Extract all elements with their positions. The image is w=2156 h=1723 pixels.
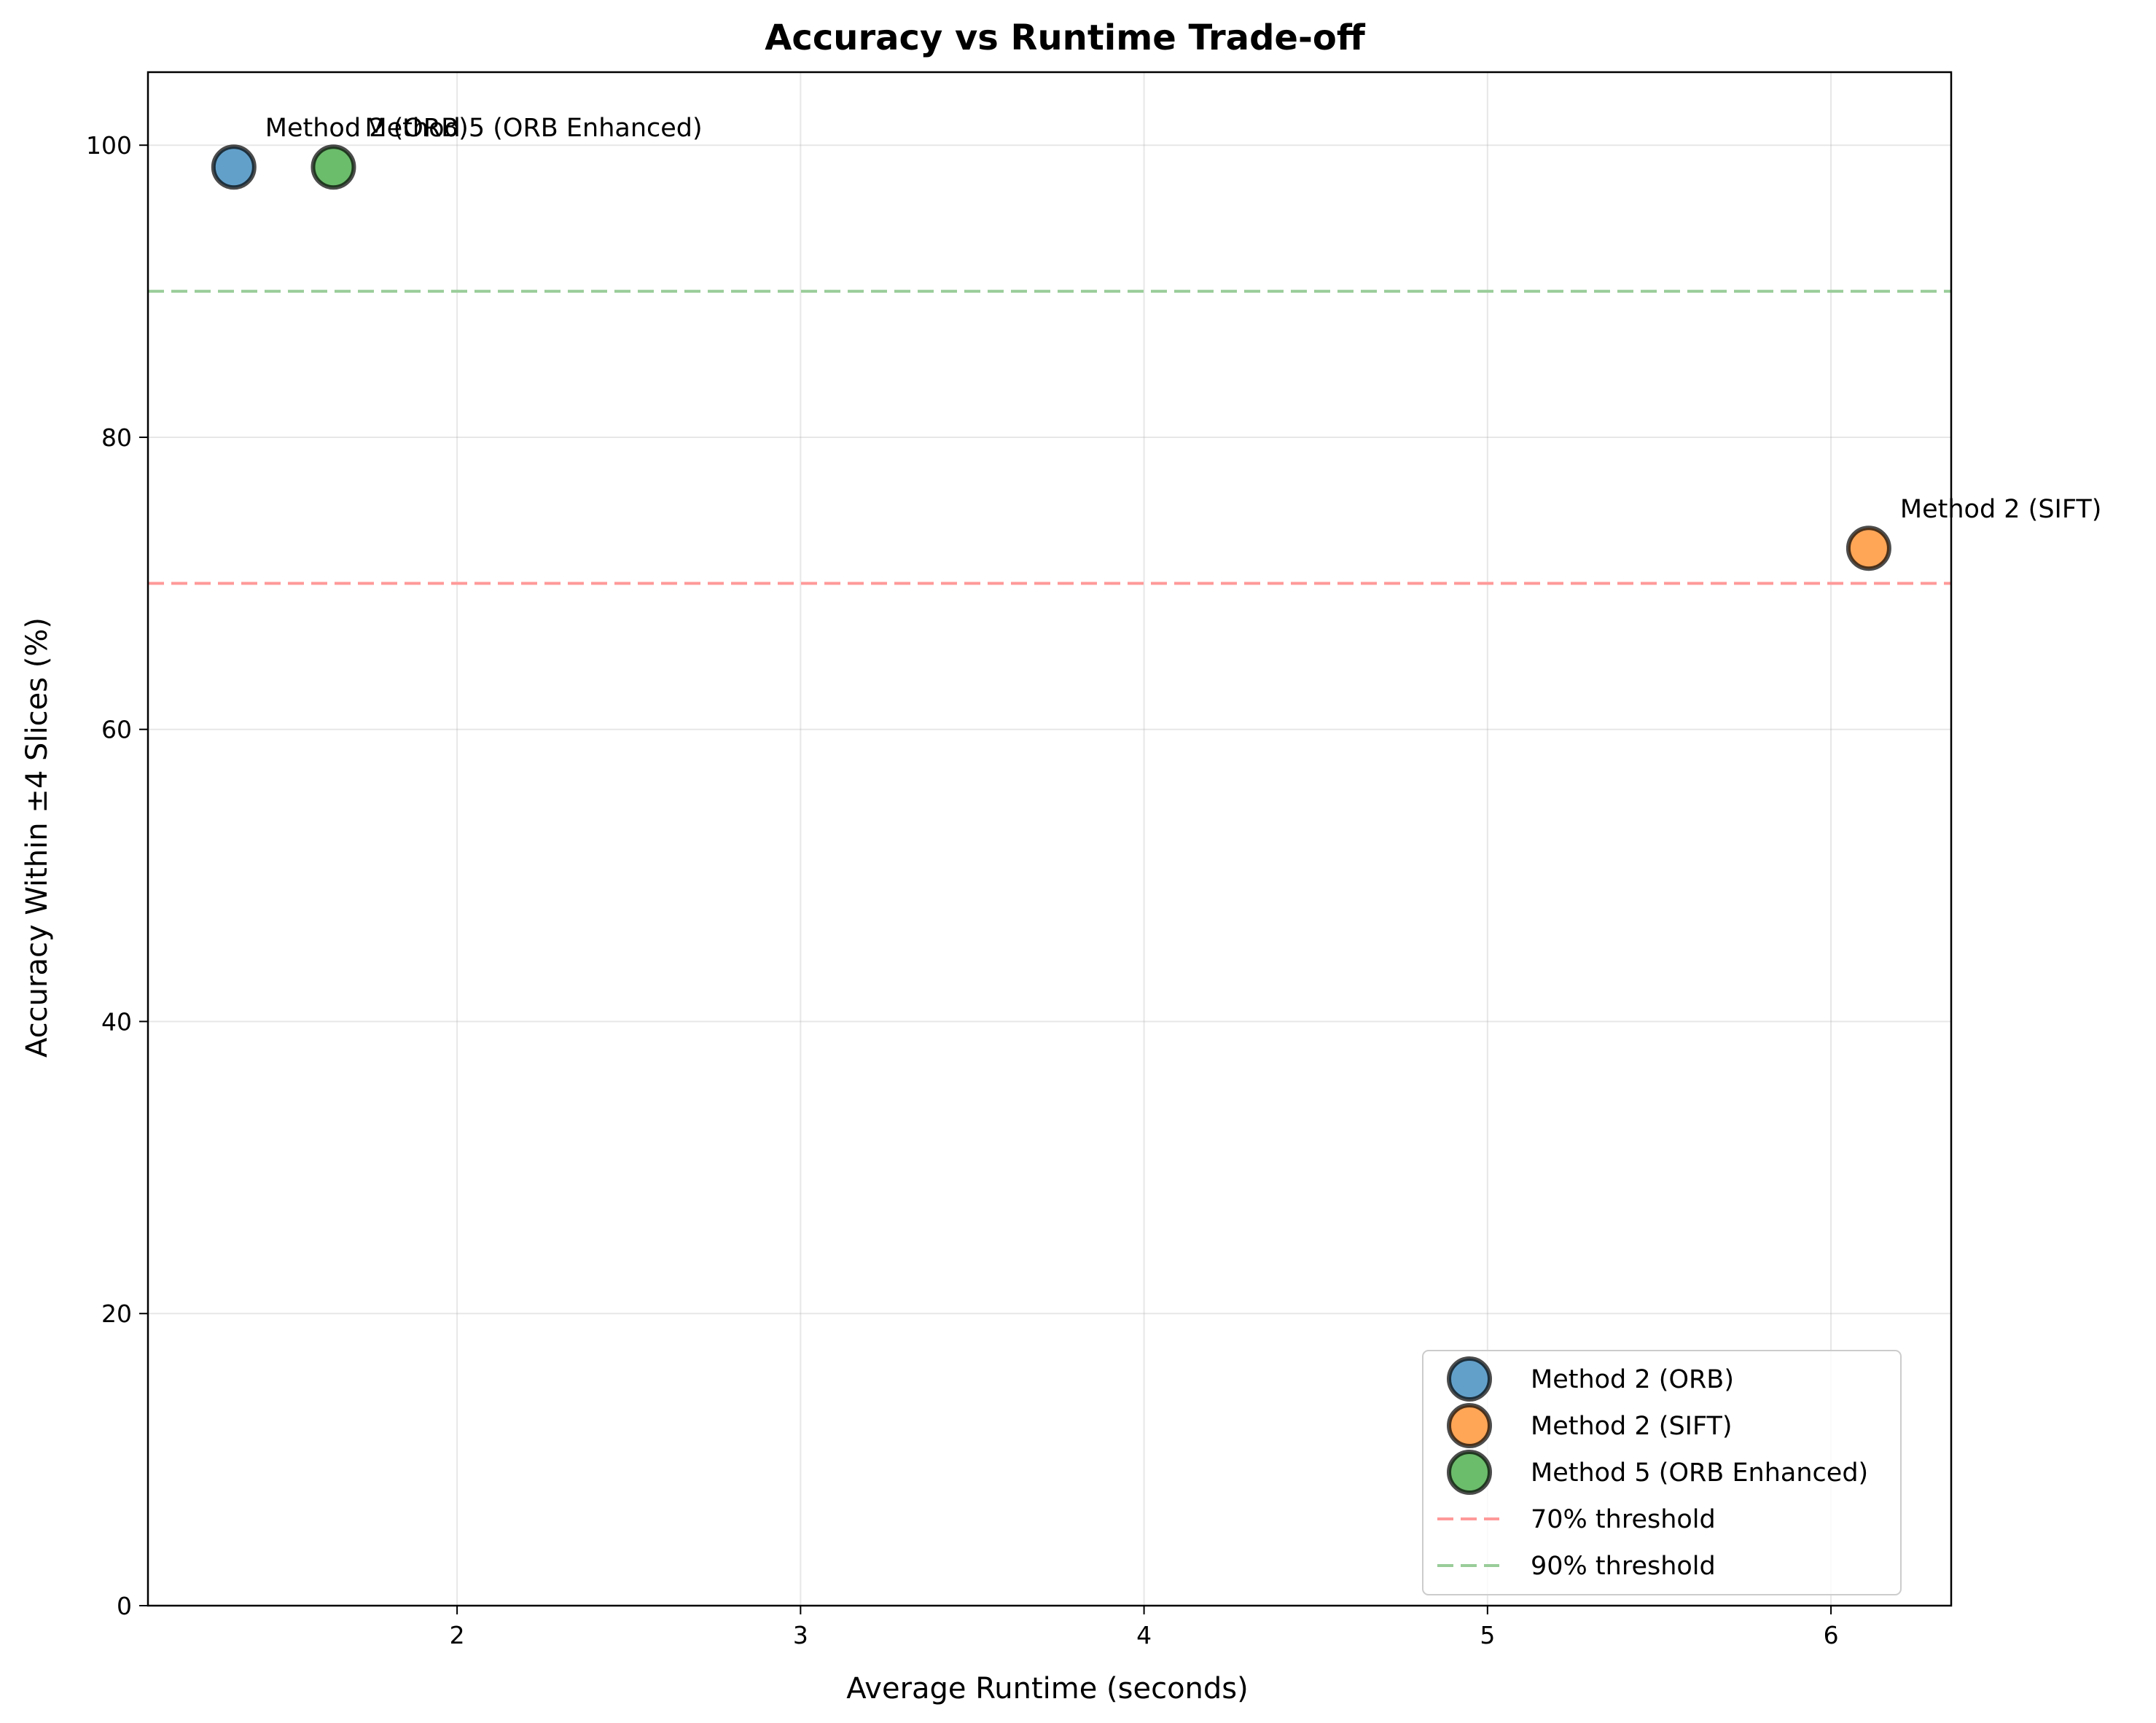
x-tick-label: 6 — [1824, 1621, 1839, 1649]
data-point — [310, 144, 356, 190]
y-axis-label: Accuracy Within ±4 Slices (%) — [20, 617, 54, 1058]
point-annotation: Method 2 (ORB) — [265, 114, 469, 143]
data-point — [211, 144, 257, 190]
threshold-layer — [148, 289, 1951, 585]
legend-marker — [1447, 1450, 1492, 1495]
y-tick-label: 100 — [86, 131, 132, 160]
grid-layer — [148, 72, 1951, 1606]
legend-label: Method 5 (ORB Enhanced) — [1531, 1458, 1868, 1488]
point-annotation: Method 2 (SIFT) — [1900, 495, 2102, 524]
x-tick-label: 5 — [1480, 1621, 1495, 1649]
x-axis-label: Average Runtime (seconds) — [846, 1672, 1248, 1706]
point-layer — [211, 144, 1891, 571]
x-tick-label: 4 — [1136, 1621, 1152, 1649]
legend-marker — [1447, 1356, 1492, 1402]
y-tick-label: 60 — [101, 716, 132, 744]
legend: Method 2 (ORB) Method 2 (SIFT) Method 5 (O… — [1422, 1350, 1902, 1595]
legend-label: 90% threshold — [1531, 1552, 1716, 1581]
point-annotation: Method 5 (ORB Enhanced) — [364, 114, 702, 143]
legend-marker — [1447, 1403, 1492, 1448]
data-point — [1846, 526, 1891, 571]
x-tick-label: 3 — [793, 1621, 808, 1649]
legend-box — [1422, 1350, 1902, 1595]
annotation-layer: Method 2 (ORB) Method 2 (SIFT) Method 5 (O… — [265, 114, 2102, 524]
y-tick-label: 80 — [101, 423, 132, 452]
y-tick-label: 40 — [101, 1007, 132, 1036]
y-tick-label: 20 — [101, 1300, 132, 1328]
legend-label: 70% threshold — [1531, 1505, 1716, 1534]
y-tick-label: 0 — [117, 1592, 132, 1620]
legend-label: Method 2 (SIFT) — [1531, 1412, 1733, 1441]
plot-area-frame — [147, 71, 1953, 1607]
legend-label: Method 2 (ORB) — [1531, 1365, 1734, 1394]
x-tick-label: 2 — [450, 1621, 465, 1649]
chart-title: Accuracy vs Runtime Trade-off — [765, 17, 1366, 58]
